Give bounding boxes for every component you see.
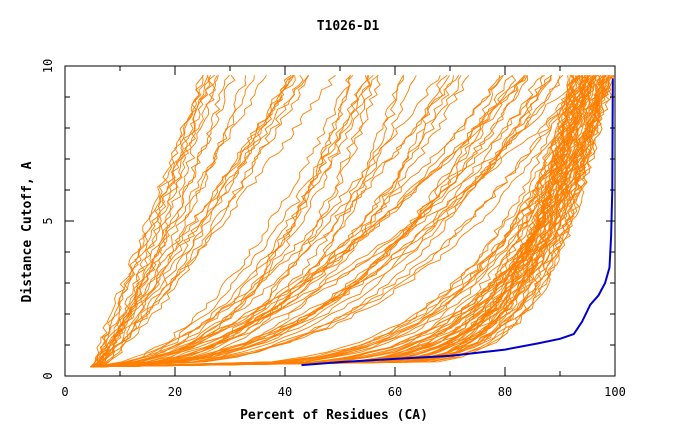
x-axis-label: Percent of Residues (CA): [240, 408, 428, 423]
group-curve: [90, 75, 596, 368]
y-tick-label: 10: [41, 59, 55, 73]
group-curve: [98, 75, 586, 368]
group-curve: [100, 75, 607, 368]
group-curve: [102, 75, 370, 368]
group-curve: [96, 74, 597, 368]
group-curve: [95, 75, 611, 368]
y-tick-label: 0: [41, 372, 55, 379]
group-curve: [98, 75, 575, 368]
group-curve: [97, 74, 292, 367]
group-curve: [101, 75, 405, 368]
group-curve: [99, 74, 504, 368]
group-curve: [99, 75, 500, 368]
group-curve: [102, 75, 604, 368]
group-curve: [99, 75, 525, 368]
group-curve: [90, 75, 610, 368]
group-curve: [99, 75, 527, 368]
group-curve: [99, 75, 588, 368]
group-curve: [90, 75, 602, 368]
group-curve: [93, 75, 455, 368]
group-curve: [97, 75, 267, 367]
x-tick-label: 20: [168, 385, 182, 399]
group-curve: [89, 74, 583, 368]
group-curve: [97, 75, 597, 368]
group-curve: [98, 75, 294, 368]
group-curve: [95, 74, 577, 368]
group-curve: [102, 75, 441, 368]
group-curve: [95, 74, 514, 368]
group-curve: [103, 75, 368, 368]
chart-title: T1026-D1: [317, 19, 380, 34]
group-curve: [100, 74, 577, 368]
group-curve: [102, 75, 504, 368]
x-tick-label: 0: [61, 385, 68, 399]
group-curve: [94, 75, 236, 368]
group-curve: [103, 75, 590, 368]
group-curve: [89, 74, 230, 368]
x-tick-label: 60: [388, 385, 402, 399]
plot-frame: [64, 65, 616, 377]
group-curve: [96, 75, 304, 368]
x-tick-label: 40: [278, 385, 292, 399]
x-tick-label: 100: [604, 385, 626, 399]
group-curve: [97, 75, 219, 367]
group-curve: [89, 74, 598, 368]
group-curve: [91, 75, 211, 368]
group-curve: [96, 75, 543, 368]
group-curve: [93, 75, 470, 368]
group-curve: [96, 74, 216, 367]
group-curve: [95, 75, 310, 368]
group-curve: [95, 74, 587, 368]
group-curve: [101, 75, 605, 368]
group-curve: [98, 75, 602, 368]
group-curve: [93, 75, 381, 368]
y-tick-label: 5: [41, 217, 55, 224]
group-curve: [96, 75, 368, 368]
group-curve: [97, 75, 596, 368]
group-curve: [101, 75, 578, 368]
x-tick-label: 80: [498, 385, 512, 399]
group-curve: [95, 75, 255, 367]
group-curve: [97, 75, 295, 367]
group-curve: [97, 75, 594, 368]
group-curve: [93, 74, 336, 368]
group-curve: [98, 75, 218, 367]
group-curve: [102, 74, 611, 368]
group-curve: [97, 74, 448, 368]
group-curve: [93, 75, 204, 367]
group-curve: [98, 75, 597, 368]
y-axis-label: Distance Cutoff, A: [20, 161, 35, 302]
group-curve: [101, 74, 354, 368]
group-curve: [101, 75, 583, 368]
group-curve: [91, 75, 450, 368]
group-curve: [102, 74, 352, 368]
group-curve: [91, 75, 209, 367]
group-curve: [96, 74, 581, 368]
group-curve: [90, 75, 597, 368]
group-curve: [93, 75, 404, 368]
group-curve: [102, 74, 607, 368]
group-curve: [94, 75, 528, 368]
group-curve: [98, 75, 606, 368]
group-curve: [103, 75, 552, 368]
group-curve: [91, 74, 613, 368]
group-curve: [101, 75, 247, 368]
curves-layer: [89, 74, 615, 368]
ticks-layer: 0 20 40 60 80 100 0 5 10: [41, 59, 626, 399]
group-curve: [99, 74, 553, 368]
group-curve: [92, 75, 588, 368]
